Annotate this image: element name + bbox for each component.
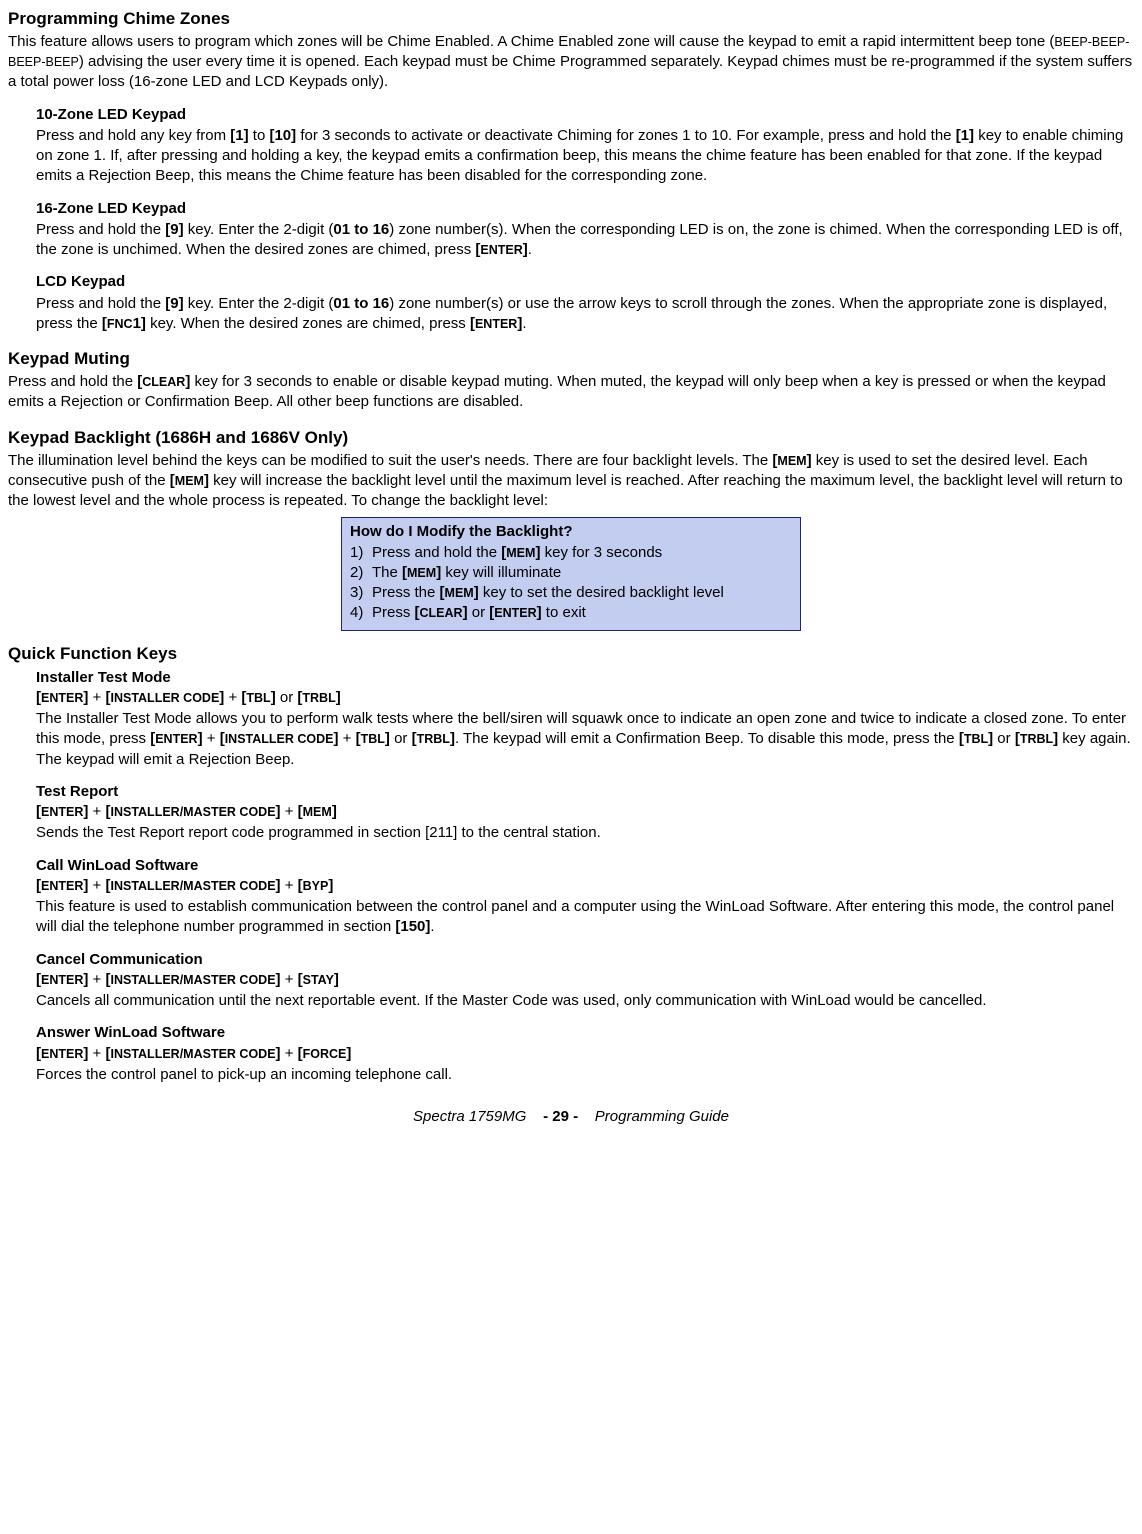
sub-cmd-installer-test: [ENTER] + [INSTALLER CODE] + [TBL] or [T…	[36, 688, 1134, 708]
sub-title-answer-winload: Answer WinLoad Software	[36, 1023, 1134, 1043]
sub-title-call-winload: Call WinLoad Software	[36, 856, 1134, 876]
section-para-backlight: The illumination level behind the keys c…	[8, 451, 1134, 512]
sub-title-installer-test: Installer Test Mode	[36, 668, 1134, 688]
sub-cmd-test-report: [ENTER] + [INSTALLER/MASTER CODE] + [MEM…	[36, 802, 1134, 822]
sub-para-installer-test: The Installer Test Mode allows you to pe…	[36, 709, 1134, 770]
box-item: 3)Press the [MEM] key to set the desired…	[350, 583, 792, 603]
footer-model: Spectra 1759MG	[413, 1108, 526, 1125]
sub-title-cancel-comm: Cancel Communication	[36, 950, 1134, 970]
section-title-quick-keys: Quick Function Keys	[8, 643, 1134, 666]
sub-para-answer-winload: Forces the control panel to pick-up an i…	[36, 1065, 1134, 1085]
box-title: How do I Modify the Backlight?	[350, 522, 792, 542]
sub-para-cancel-comm: Cancels all communication until the next…	[36, 991, 1134, 1011]
sub-para-call-winload: This feature is used to establish commun…	[36, 897, 1134, 938]
section-title-muting: Keypad Muting	[8, 348, 1134, 371]
section-para-muting: Press and hold the [CLEAR] key for 3 sec…	[8, 372, 1134, 413]
sub-cmd-answer-winload: [ENTER] + [INSTALLER/MASTER CODE] + [FOR…	[36, 1044, 1134, 1064]
sub-title-16zone: 16-Zone LED Keypad	[36, 199, 1134, 219]
sub-title-test-report: Test Report	[36, 782, 1134, 802]
sub-para-test-report: Sends the Test Report report code progra…	[36, 823, 1134, 843]
sub-title-lcd: LCD Keypad	[36, 272, 1134, 292]
page-footer: Spectra 1759MG - 29 - Programming Guide	[8, 1107, 1134, 1127]
sub-cmd-call-winload: [ENTER] + [INSTALLER/MASTER CODE] + [BYP…	[36, 876, 1134, 896]
section-para-chime-zones: This feature allows users to program whi…	[8, 32, 1134, 93]
sub-para-16zone: Press and hold the [9] key. Enter the 2-…	[36, 220, 1134, 261]
sub-para-lcd: Press and hold the [9] key. Enter the 2-…	[36, 294, 1134, 335]
box-item: 2)The [MEM] key will illuminate	[350, 563, 792, 583]
backlight-instructions-box: How do I Modify the Backlight? 1)Press a…	[341, 517, 801, 630]
footer-guide: Programming Guide	[595, 1108, 729, 1125]
section-title-chime-zones: Programming Chime Zones	[8, 8, 1134, 31]
footer-page: - 29 -	[543, 1108, 578, 1125]
box-item: 1)Press and hold the [MEM] key for 3 sec…	[350, 543, 792, 563]
box-item: 4)Press [CLEAR] or [ENTER] to exit	[350, 603, 792, 623]
sub-para-10zone: Press and hold any key from [1] to [10] …	[36, 126, 1134, 187]
box-list: 1)Press and hold the [MEM] key for 3 sec…	[350, 543, 792, 624]
sub-title-10zone: 10-Zone LED Keypad	[36, 105, 1134, 125]
section-title-backlight: Keypad Backlight (1686H and 1686V Only)	[8, 427, 1134, 450]
sub-cmd-cancel-comm: [ENTER] + [INSTALLER/MASTER CODE] + [STA…	[36, 970, 1134, 990]
